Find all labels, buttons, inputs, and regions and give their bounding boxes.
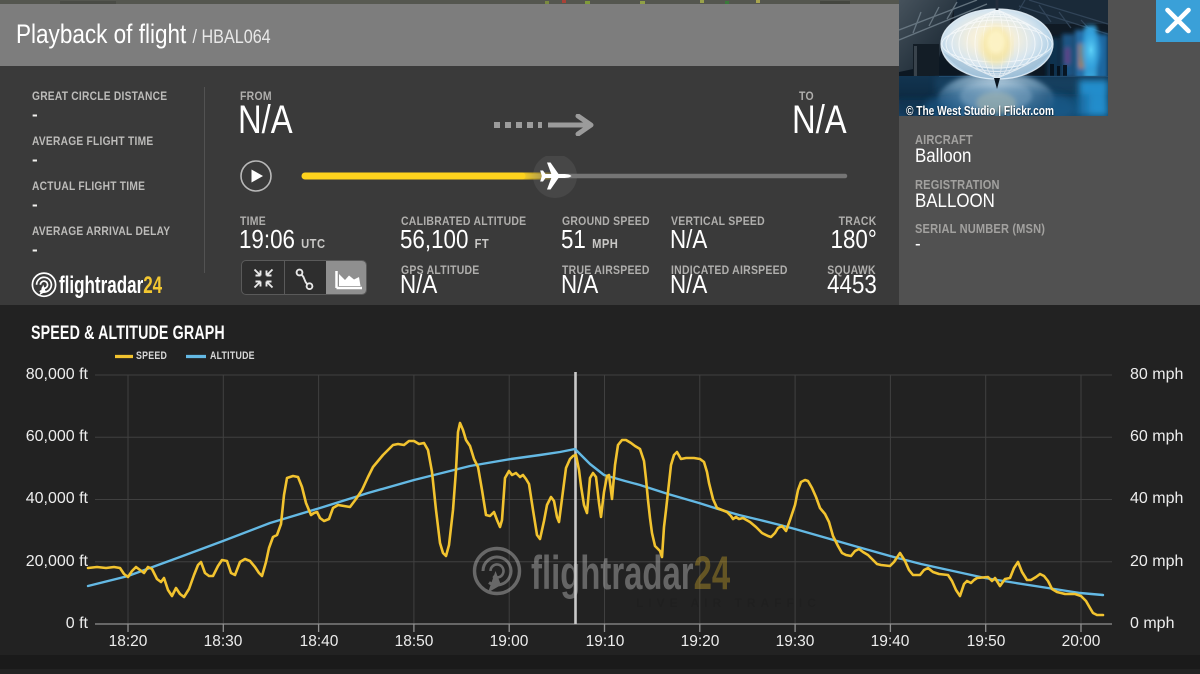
svg-text:flightradar24: flightradar24 bbox=[531, 546, 731, 599]
svg-text:LIVE AIR TRAFFIC: LIVE AIR TRAFFIC bbox=[636, 596, 821, 610]
svg-text:flightradar24: flightradar24 bbox=[59, 272, 162, 299]
